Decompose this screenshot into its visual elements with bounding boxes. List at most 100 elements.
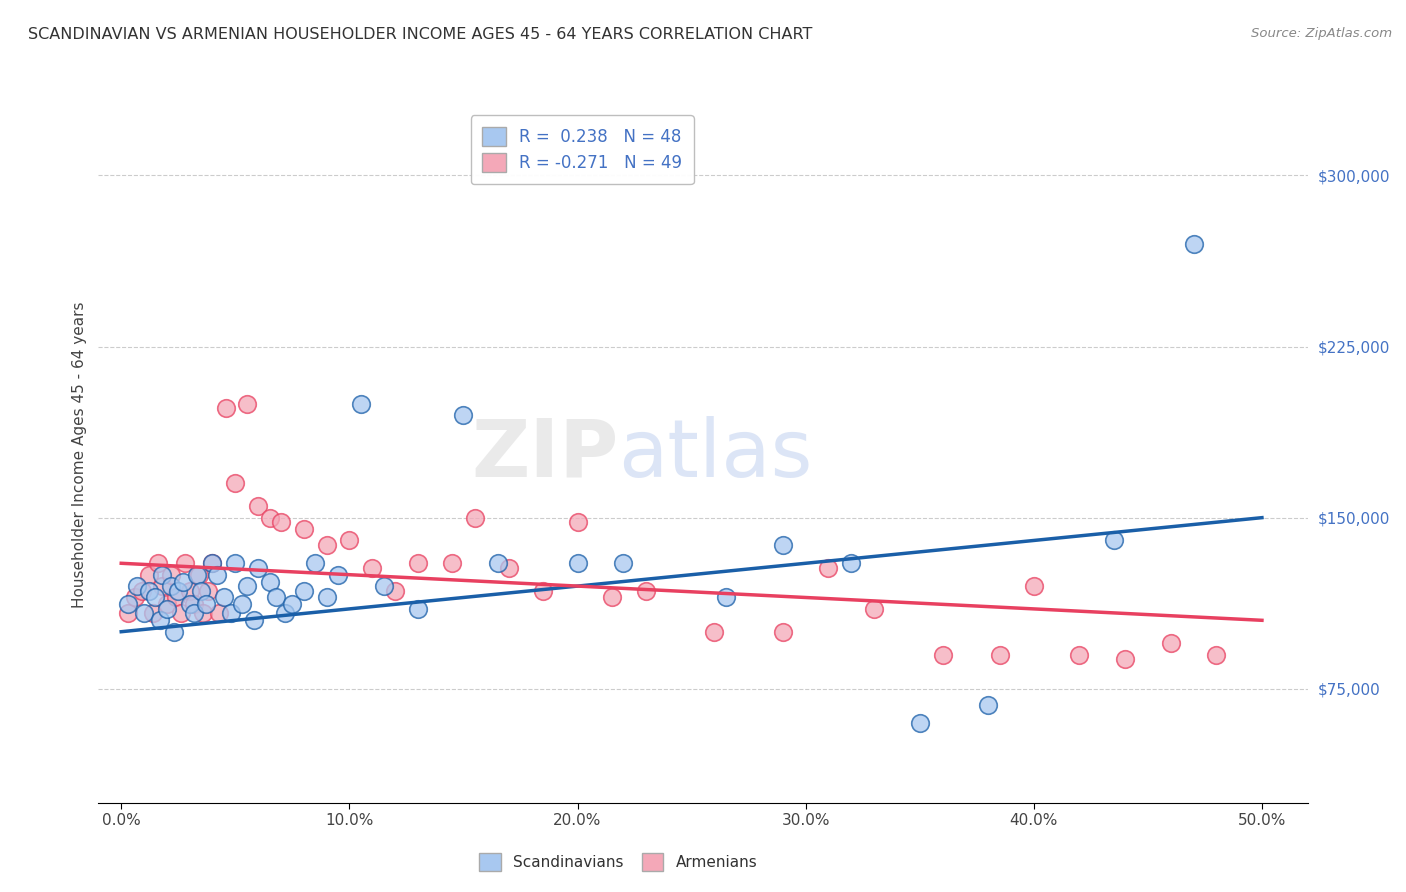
Point: [988, 648, 1011, 662]
Point: [160, 579, 183, 593]
Point: [235, 579, 257, 593]
Point: [977, 698, 1000, 712]
Point: [259, 510, 281, 524]
Point: [224, 556, 246, 570]
Point: [179, 598, 201, 612]
Point: [1102, 533, 1125, 548]
Point: [212, 591, 235, 605]
Point: [117, 607, 139, 621]
Point: [441, 556, 464, 570]
Point: [567, 515, 589, 529]
Point: [714, 591, 737, 605]
Point: [186, 567, 208, 582]
Point: [634, 583, 657, 598]
Point: [124, 591, 146, 605]
Point: [146, 556, 169, 570]
Text: SCANDINAVIAN VS ARMENIAN HOUSEHOLDER INCOME AGES 45 - 64 YEARS CORRELATION CHART: SCANDINAVIAN VS ARMENIAN HOUSEHOLDER INC…: [28, 27, 813, 42]
Point: [224, 476, 246, 491]
Point: [215, 401, 238, 416]
Point: [817, 561, 839, 575]
Point: [531, 583, 554, 598]
Point: [931, 648, 953, 662]
Point: [1022, 579, 1045, 593]
Point: [187, 567, 209, 582]
Point: [486, 556, 509, 570]
Point: [464, 510, 486, 524]
Point: [160, 567, 183, 582]
Point: [194, 598, 217, 612]
Point: [498, 561, 520, 575]
Point: [1205, 648, 1227, 662]
Text: Source: ZipAtlas.com: Source: ZipAtlas.com: [1251, 27, 1392, 40]
Point: [908, 715, 931, 730]
Point: [142, 607, 165, 621]
Point: [266, 591, 288, 605]
Point: [337, 533, 360, 548]
Point: [326, 567, 349, 582]
Point: [127, 579, 149, 593]
Point: [174, 556, 197, 570]
Point: [292, 583, 315, 598]
Point: [208, 607, 231, 621]
Point: [169, 607, 191, 621]
Point: [453, 408, 475, 422]
Point: [231, 598, 253, 612]
Point: [132, 607, 155, 621]
Point: [1182, 236, 1205, 251]
Point: [350, 396, 373, 410]
Point: [281, 598, 304, 612]
Point: [839, 556, 862, 570]
Point: [1069, 648, 1091, 662]
Point: [165, 591, 187, 605]
Point: [156, 598, 179, 612]
Point: [156, 602, 179, 616]
Point: [406, 556, 429, 570]
Point: [703, 624, 725, 639]
Point: [772, 538, 794, 552]
Point: [131, 583, 153, 598]
Point: [190, 583, 212, 598]
Point: [304, 556, 326, 570]
Point: [259, 574, 281, 589]
Point: [406, 602, 429, 616]
Point: [612, 556, 634, 570]
Point: [163, 624, 186, 639]
Point: [138, 567, 160, 582]
Point: [193, 607, 215, 621]
Point: [205, 567, 228, 582]
Point: [201, 556, 224, 570]
Point: [172, 574, 194, 589]
Point: [1160, 636, 1182, 650]
Point: [772, 624, 794, 639]
Point: [183, 598, 205, 612]
Point: [315, 591, 337, 605]
Legend: Scandinavians, Armenians: Scandinavians, Armenians: [472, 846, 765, 879]
Point: [315, 538, 337, 552]
Point: [167, 583, 190, 598]
Y-axis label: Householder Income Ages 45 - 64 years: Householder Income Ages 45 - 64 years: [72, 301, 87, 608]
Point: [150, 567, 173, 582]
Point: [138, 583, 160, 598]
Point: [1114, 652, 1136, 666]
Point: [292, 522, 315, 536]
Point: [270, 515, 292, 529]
Text: ZIP: ZIP: [471, 416, 619, 494]
Point: [274, 607, 297, 621]
Point: [247, 561, 270, 575]
Point: [361, 561, 384, 575]
Point: [600, 591, 623, 605]
Point: [863, 602, 886, 616]
Point: [149, 613, 172, 627]
Point: [373, 579, 395, 593]
Point: [145, 591, 167, 605]
Point: [197, 583, 219, 598]
Point: [242, 613, 264, 627]
Point: [247, 500, 270, 514]
Point: [567, 556, 589, 570]
Point: [219, 607, 242, 621]
Point: [384, 583, 406, 598]
Point: [201, 556, 224, 570]
Point: [117, 598, 139, 612]
Text: atlas: atlas: [619, 416, 813, 494]
Point: [179, 583, 201, 598]
